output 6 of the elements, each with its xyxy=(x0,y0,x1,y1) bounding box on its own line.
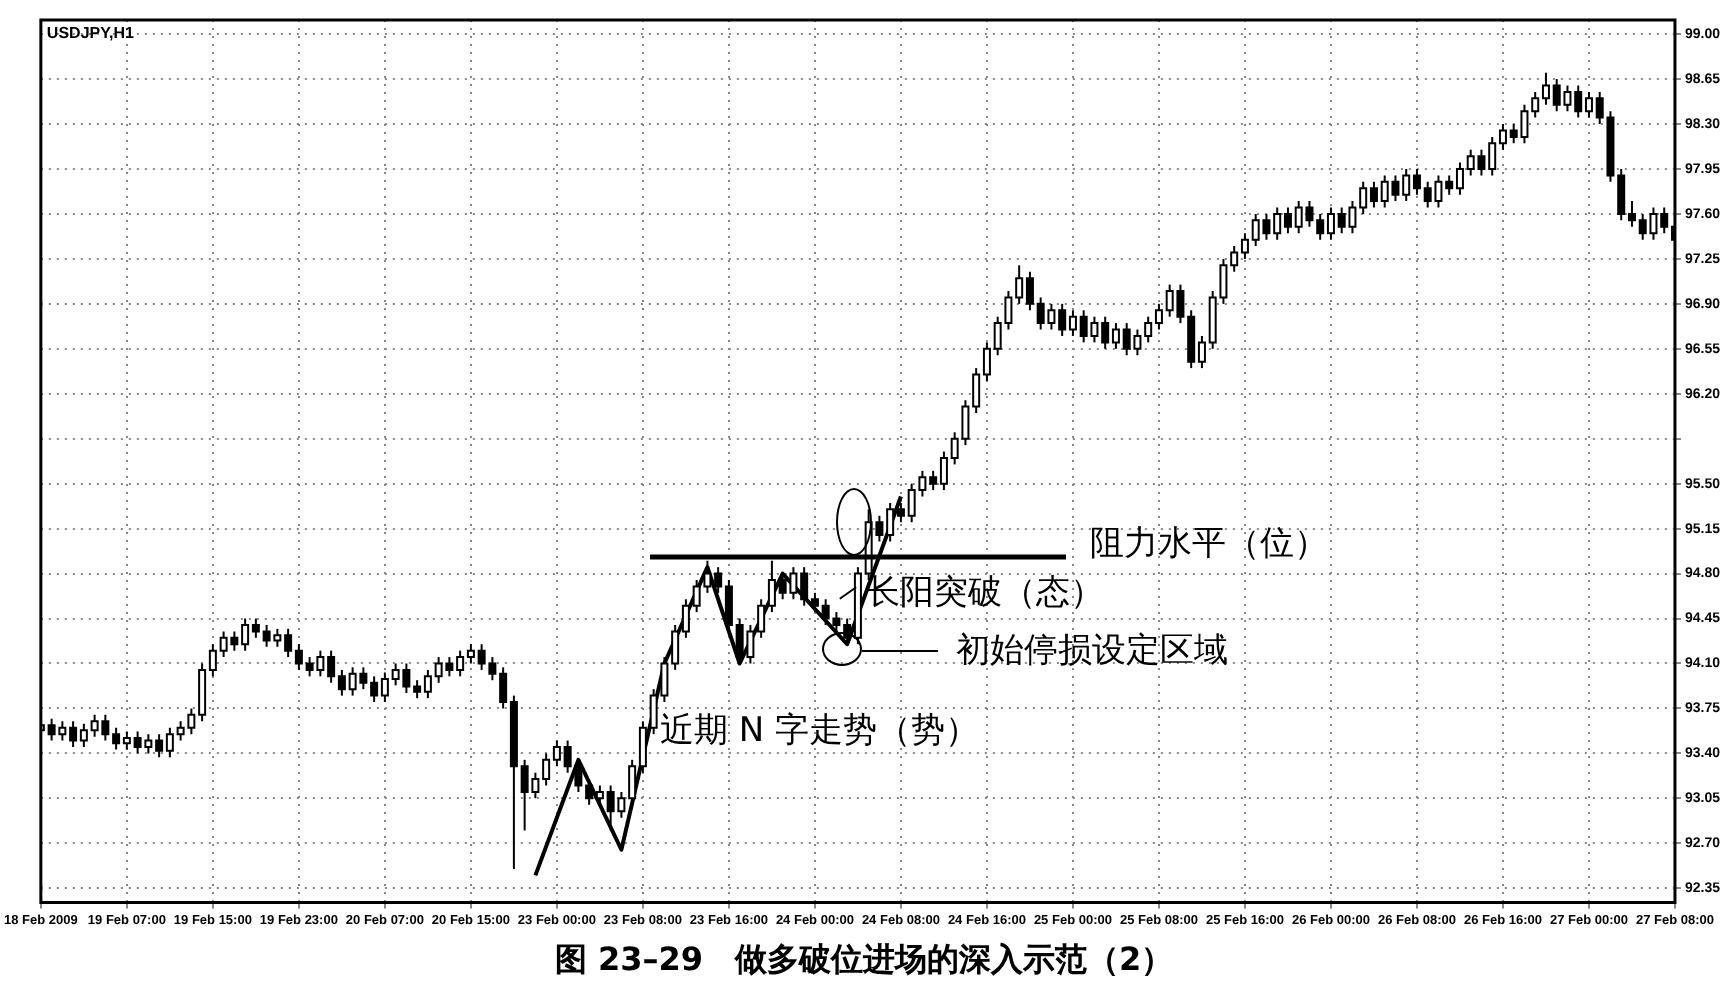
caption: 图 23–29 做多破位进场的深入示范（2） xyxy=(552,940,1176,982)
annotation: 长阳突破（态） xyxy=(866,572,1104,613)
annotation: 近期 N 字走势（势） xyxy=(660,710,980,751)
annotation: 初始停损设定区域 xyxy=(956,630,1228,671)
chart-title: USDJPY,H1 xyxy=(46,24,136,43)
ref-line-label: 阻力水平（位） xyxy=(1090,523,1328,564)
